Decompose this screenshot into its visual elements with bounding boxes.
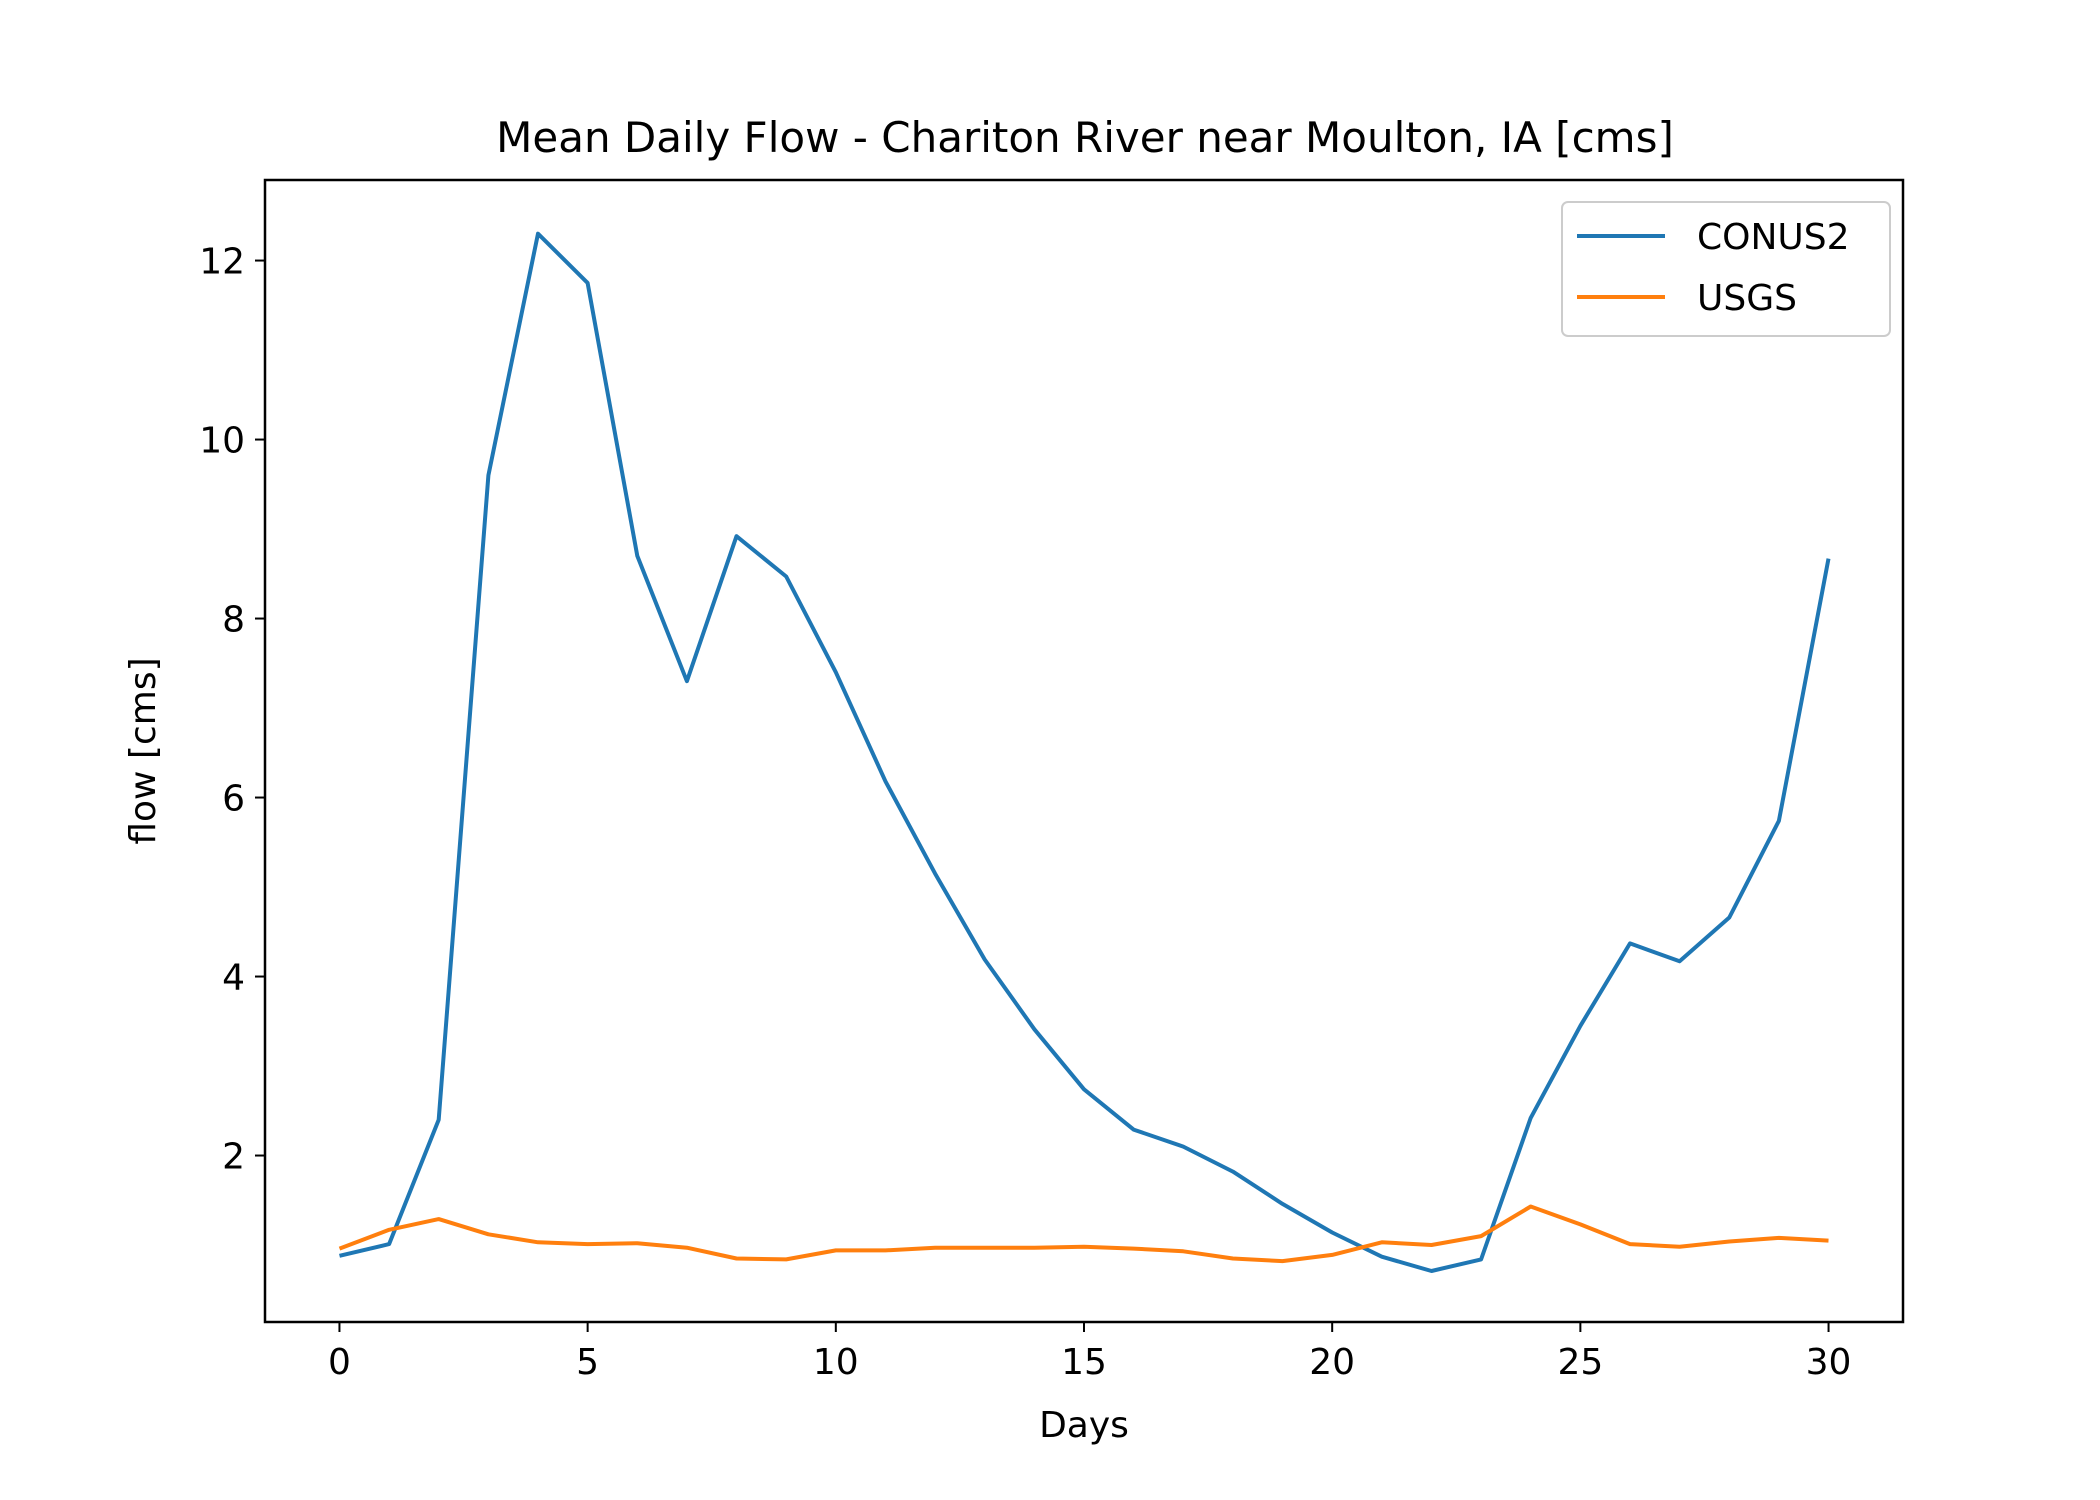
series-layer xyxy=(338,231,1831,1273)
y-tick-label: 8 xyxy=(222,600,245,641)
x-tick-label: 20 xyxy=(1309,1342,1355,1383)
x-axis-label: Days xyxy=(1039,1405,1129,1446)
x-tick-label: 5 xyxy=(576,1342,599,1383)
y-tick-label: 4 xyxy=(222,958,245,999)
x-tick-label: 25 xyxy=(1557,1342,1603,1383)
legend-label-usgs: USGS xyxy=(1697,278,1797,319)
y-tick-label: 6 xyxy=(222,779,245,820)
x-tick-label: 0 xyxy=(328,1342,351,1383)
y-tick-label: 10 xyxy=(199,421,245,462)
y-tick-label: 2 xyxy=(222,1137,245,1178)
x-tick-label: 30 xyxy=(1806,1342,1852,1383)
legend: CONUS2 USGS xyxy=(1561,201,1891,337)
y-tick-label: 12 xyxy=(199,242,245,283)
ticks-layer: 0 5 10 15 20 25 30 2 4 6 8 10 12 xyxy=(199,242,1851,1383)
legend-label-conus2: CONUS2 xyxy=(1697,217,1850,258)
series-line-usgs xyxy=(338,1204,1829,1264)
plot-frame xyxy=(263,178,1905,1324)
y-axis-label: flow [cms] xyxy=(123,657,164,844)
x-tick-label: 10 xyxy=(813,1342,859,1383)
chart-title: Mean Daily Flow - Chariton River near Mo… xyxy=(496,113,1674,162)
series-line-conus2 xyxy=(339,231,1831,1273)
x-tick-label: 15 xyxy=(1061,1342,1107,1383)
